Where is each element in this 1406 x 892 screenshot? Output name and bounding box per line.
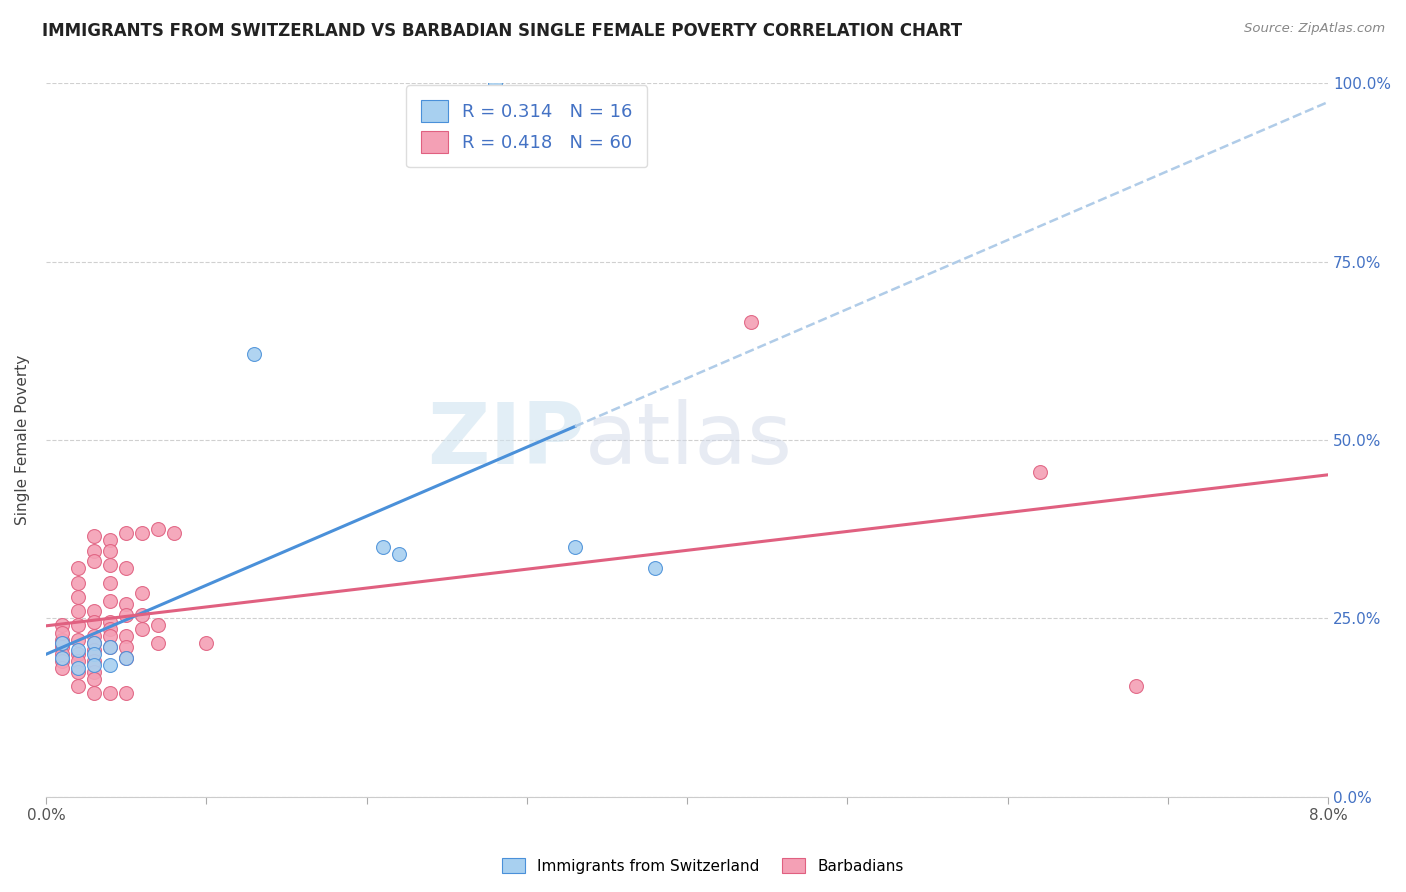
- Point: [83, 643, 105, 657]
- Point: [98, 640, 121, 654]
- Point: [115, 640, 138, 654]
- Point: [83, 629, 105, 643]
- Point: [66, 561, 89, 575]
- Point: [51, 636, 73, 650]
- Point: [131, 586, 153, 600]
- Point: [66, 618, 89, 632]
- Legend: R = 0.314   N = 16, R = 0.418   N = 60: R = 0.314 N = 16, R = 0.418 N = 60: [406, 86, 647, 168]
- Point: [83, 672, 105, 686]
- Point: [115, 629, 138, 643]
- Point: [66, 661, 89, 675]
- Point: [83, 636, 105, 650]
- Point: [146, 618, 169, 632]
- Point: [115, 525, 138, 540]
- Point: [51, 618, 73, 632]
- Point: [98, 657, 121, 672]
- Point: [66, 647, 89, 661]
- Point: [66, 604, 89, 618]
- Point: [83, 604, 105, 618]
- Y-axis label: Single Female Poverty: Single Female Poverty: [15, 355, 30, 525]
- Point: [1028, 465, 1050, 479]
- Text: Source: ZipAtlas.com: Source: ZipAtlas.com: [1244, 22, 1385, 36]
- Point: [66, 665, 89, 679]
- Point: [98, 543, 121, 558]
- Point: [66, 654, 89, 668]
- Point: [195, 636, 218, 650]
- Point: [51, 640, 73, 654]
- Point: [66, 632, 89, 647]
- Point: [51, 636, 73, 650]
- Point: [51, 650, 73, 665]
- Point: [1125, 679, 1147, 693]
- Point: [115, 686, 138, 700]
- Point: [98, 622, 121, 636]
- Point: [98, 629, 121, 643]
- Point: [66, 575, 89, 590]
- Point: [98, 615, 121, 629]
- Point: [98, 558, 121, 572]
- Point: [115, 650, 138, 665]
- Point: [51, 632, 73, 647]
- Point: [51, 661, 73, 675]
- Point: [387, 547, 409, 561]
- Point: [66, 679, 89, 693]
- Point: [51, 647, 73, 661]
- Point: [98, 686, 121, 700]
- Point: [115, 607, 138, 622]
- Point: [83, 529, 105, 543]
- Text: atlas: atlas: [585, 399, 793, 482]
- Point: [83, 543, 105, 558]
- Point: [83, 686, 105, 700]
- Point: [115, 597, 138, 611]
- Point: [564, 540, 586, 554]
- Point: [115, 650, 138, 665]
- Point: [644, 561, 666, 575]
- Point: [146, 636, 169, 650]
- Point: [83, 665, 105, 679]
- Point: [98, 533, 121, 547]
- Point: [146, 522, 169, 536]
- Point: [740, 315, 762, 329]
- Point: [66, 643, 89, 657]
- Point: [83, 615, 105, 629]
- Point: [131, 622, 153, 636]
- Point: [83, 636, 105, 650]
- Point: [131, 525, 153, 540]
- Text: IMMIGRANTS FROM SWITZERLAND VS BARBADIAN SINGLE FEMALE POVERTY CORRELATION CHART: IMMIGRANTS FROM SWITZERLAND VS BARBADIAN…: [42, 22, 962, 40]
- Point: [484, 77, 506, 91]
- Point: [163, 525, 186, 540]
- Point: [131, 607, 153, 622]
- Point: [66, 590, 89, 604]
- Point: [83, 654, 105, 668]
- Legend: Immigrants from Switzerland, Barbadians: Immigrants from Switzerland, Barbadians: [496, 852, 910, 880]
- Point: [83, 647, 105, 661]
- Point: [83, 657, 105, 672]
- Point: [98, 640, 121, 654]
- Point: [243, 347, 266, 361]
- Point: [83, 554, 105, 568]
- Point: [98, 575, 121, 590]
- Point: [115, 561, 138, 575]
- Point: [51, 654, 73, 668]
- Text: ZIP: ZIP: [427, 399, 585, 482]
- Point: [371, 540, 394, 554]
- Point: [98, 593, 121, 607]
- Point: [51, 625, 73, 640]
